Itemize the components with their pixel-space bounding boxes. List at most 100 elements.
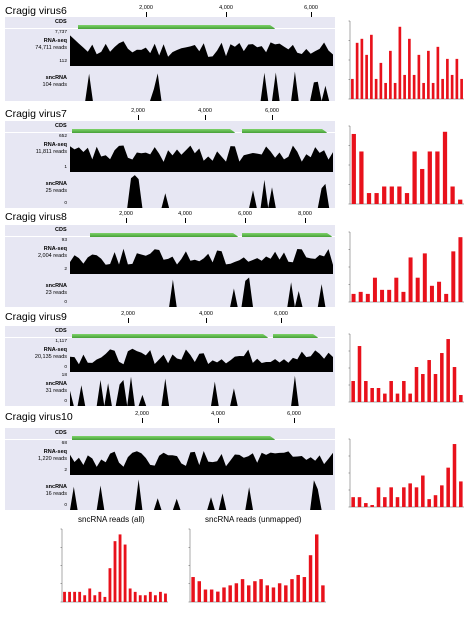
bar (234, 583, 239, 602)
rnaseq-coverage (70, 133, 333, 172)
rnaseq-coverage-area (70, 451, 333, 475)
bar (148, 591, 152, 602)
bar (83, 595, 87, 602)
cds-arrow (273, 328, 318, 341)
ruler-tick (305, 218, 306, 223)
bar (429, 285, 434, 302)
bar (351, 133, 356, 204)
bar (138, 595, 142, 602)
ruler-tick-label: 6,000 (287, 411, 301, 417)
bar (253, 581, 257, 602)
rnaseq-reads: 74,711 reads (35, 44, 67, 51)
bar (133, 591, 137, 602)
sncrna-coverage (70, 475, 333, 510)
bar (153, 595, 157, 602)
sncrna-panel (5, 66, 335, 101)
bar (290, 579, 294, 602)
bar (389, 186, 394, 204)
ruler-tick-label: 4,000 (219, 5, 233, 11)
bar (308, 555, 313, 602)
bar (417, 54, 421, 99)
rnaseq-min: 0 (64, 365, 67, 370)
sncrna-min: 0 (64, 503, 67, 508)
bar (383, 393, 387, 402)
ruler-tick (206, 318, 207, 323)
sncrna-coverage (70, 172, 333, 208)
ruler-tick-label: 2,000 (135, 411, 149, 417)
bar (374, 78, 378, 99)
rnaseq-label: RNA-seq 20,135 reads (5, 347, 67, 360)
bar (440, 485, 444, 507)
rnaseq-min: 1 (64, 165, 67, 170)
bar (421, 374, 425, 402)
bar (408, 257, 413, 302)
bar (365, 54, 368, 99)
bar (197, 581, 202, 602)
rnaseq-min: 112 (59, 59, 67, 64)
bar (351, 497, 355, 507)
rnaseq-coverage (70, 338, 333, 372)
sncrna-coverage (70, 66, 333, 101)
sncrna-reads: 16 reads (45, 490, 67, 497)
side-bar-chart (340, 435, 468, 520)
bar (284, 585, 288, 602)
sncrna-coverage-area (70, 479, 333, 510)
bar (403, 74, 406, 99)
rnaseq-max: 1,117 (55, 339, 67, 344)
bar (408, 393, 412, 402)
cds-row (5, 225, 335, 236)
ruler-tick (281, 318, 282, 323)
sncrna-min: 0 (64, 300, 67, 305)
bar (366, 193, 372, 204)
bar (414, 487, 419, 507)
bar (421, 475, 425, 507)
ruler-tick (205, 115, 206, 120)
side-bar-chart (340, 122, 468, 217)
sncrna-panel (5, 475, 335, 510)
bar (321, 585, 325, 602)
sncrna-label: sncRNA 31 reads (5, 381, 67, 394)
bar (401, 291, 406, 302)
rnaseq-min: 2 (64, 267, 67, 272)
sncrna-panel (5, 372, 335, 406)
bar (128, 588, 132, 602)
bar (159, 591, 162, 602)
bar (98, 591, 102, 602)
cds-arrow (78, 19, 275, 32)
bar (437, 281, 442, 302)
bar (389, 50, 392, 99)
ruler-tick-label: 6,000 (274, 311, 288, 317)
rnaseq-max: 7,737 (54, 30, 67, 35)
bottom-chart-title: sncRNA reads (unmapped) (205, 515, 302, 524)
bar (376, 388, 381, 402)
ruler-tick-label: 4,000 (199, 311, 213, 317)
bar (422, 253, 427, 302)
bar (370, 34, 373, 99)
bar (216, 591, 220, 602)
rnaseq-title: RNA-seq (43, 142, 67, 148)
ruler-tick-label: 4,000 (198, 108, 212, 114)
bar (277, 583, 282, 602)
rnaseq-title: RNA-seq (43, 246, 67, 252)
ruler-tick (185, 218, 186, 223)
bar (88, 588, 92, 602)
bar (398, 26, 402, 99)
bar (246, 585, 251, 602)
rnaseq-label: RNA-seq 2,004 reads (5, 246, 67, 259)
bar (228, 585, 232, 602)
bar (376, 487, 381, 507)
bar (358, 291, 363, 302)
bar (384, 82, 387, 99)
bar (427, 151, 432, 204)
cds-arrow (72, 328, 268, 341)
ruler-tick-label: 6,000 (304, 5, 318, 11)
bar (259, 579, 263, 602)
rnaseq-label: RNA-seq 1,220 reads (5, 449, 67, 462)
side-bar-chart (340, 330, 468, 415)
ruler-tick (226, 12, 227, 17)
rnaseq-coverage-area (70, 348, 333, 372)
sncrna-min: 0 (64, 201, 67, 206)
ruler-tick-label: 2,000 (121, 311, 135, 317)
rnaseq-reads: 11,811 reads (35, 148, 67, 155)
ruler-tick-label: 6,000 (238, 211, 252, 217)
